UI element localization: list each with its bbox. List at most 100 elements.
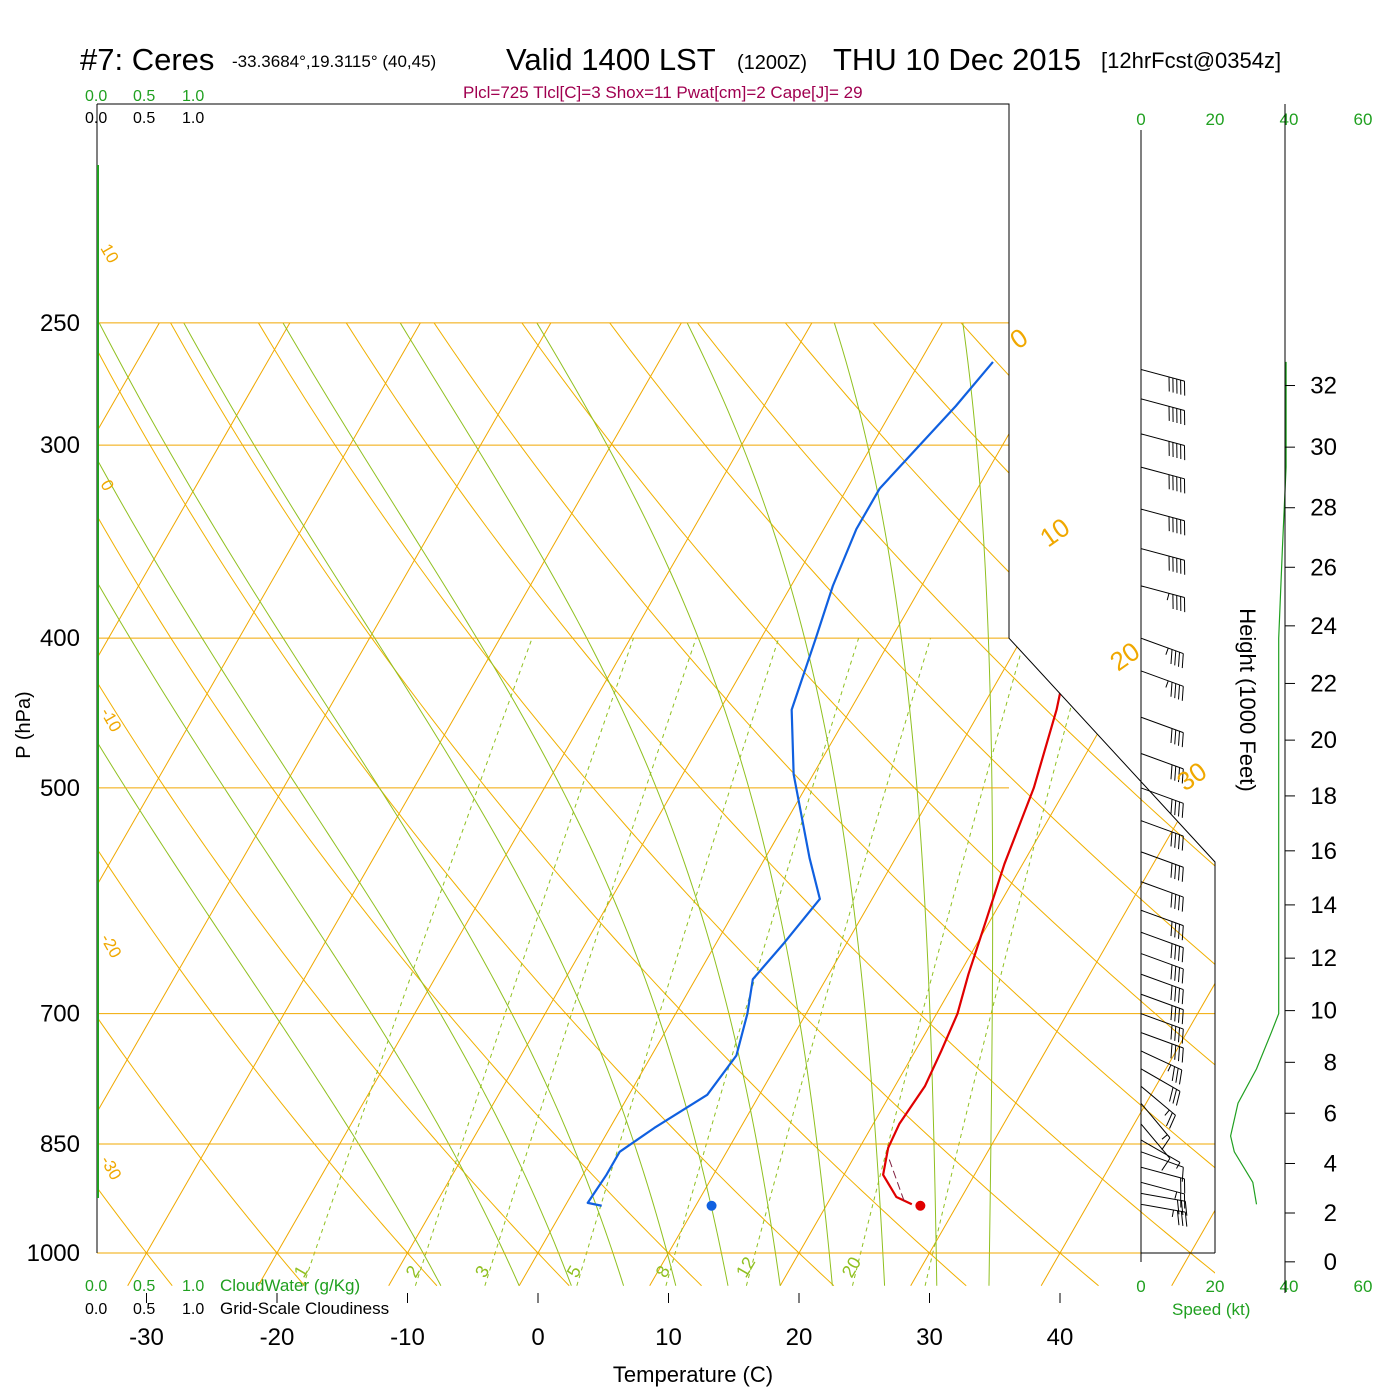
mixing-ratio-line [414,638,634,1286]
mixing-ratio-line [851,638,1026,1286]
title-coords: -33.3684°,19.3115° (40,45) [232,52,436,71]
height-tick-label: 2 [1324,1200,1337,1227]
stability-indices: Plcl=725 Tlcl[C]=3 Shox=11 Pwat[cm]=2 Ca… [463,83,863,102]
wind-barb-flag [1161,1137,1171,1151]
pressure-tick-label: 300 [40,432,80,459]
wind-barb-flag [1177,652,1181,667]
isotherm-line [518,322,1074,1286]
pressure-tick-label: 700 [40,1001,80,1028]
cloudiness-tick-bottom: 1.0 [182,1301,204,1318]
wind-barb-flag [1174,683,1177,699]
wind-barb-flag [1176,1210,1180,1226]
wind-barb-flag [1181,653,1184,669]
axes: 100-10-20-300102030250300400500700850100… [27,88,1337,1351]
parcel-trace [888,1159,906,1205]
wind-barb [1140,953,1184,984]
mixing-ratio-line [576,638,780,1286]
mixing-ratio-line [665,638,860,1286]
height-tick-label: 18 [1310,783,1337,810]
wind-barb [1140,851,1184,882]
wind-barb-half [1161,1134,1168,1140]
dry-adiabat-line [433,322,1215,1287]
speed-tick-bottom: 20 [1206,1277,1225,1296]
wind-barb-flag [1170,831,1173,847]
wind-barb-flag [1177,1046,1181,1062]
moist-adiabat-line [97,322,442,1286]
cloudwater-label: CloudWater (g/Kg) [220,1276,360,1295]
wind-barb [1140,1032,1184,1063]
wind-barb-flag [1177,1008,1181,1023]
wind-barb-flag [1174,986,1177,1002]
plot-frame [97,103,1216,1253]
isotherm-line [257,322,813,1286]
wind-barb-flag [1180,1200,1184,1216]
wind-barb-staff [1140,851,1184,868]
wind-barb-flag [1161,1158,1171,1171]
wind-barb-flag [1174,729,1177,745]
wind-barb-flag [1177,924,1181,939]
wind-barb-flag [1169,1115,1176,1129]
cloudiness-tick-top: 0.0 [85,110,107,127]
temp-tick-label: 0 [531,1324,544,1351]
wind-barb [1140,931,1184,963]
wind-barb-flag [1170,964,1173,980]
moist-adiabat-line [833,322,938,1286]
wind-barb [1140,1181,1186,1209]
dry-adiabat-line [697,322,1215,1287]
wind-barb-flag [1181,925,1184,941]
temp-tick-label: -10 [390,1324,425,1351]
title-station: #7: Ceres [80,42,214,77]
wind-barb-staff [1140,368,1185,382]
wind-barb-flag [1174,1026,1177,1041]
wind-barb-flag [1181,803,1184,818]
wind-barb [1140,1050,1183,1085]
wind-barb-staff [1140,1102,1171,1139]
wind-barb-flag [1181,989,1184,1005]
title-forecast: [12hrFcst@0354z] [1101,48,1281,73]
title-date: THU 10 Dec 2015 [833,42,1081,77]
isotherm-label-right: 20 [1104,636,1145,677]
moist-adiabat-line [962,322,994,1286]
mixing-ratio-label: 3 [471,1262,493,1281]
wind-barb-staff [1140,433,1185,447]
height-tick-label: 14 [1310,892,1337,919]
surface-dewpoint-marker [706,1200,717,1211]
isotherm-label-left: -30 [97,1153,126,1184]
wind-barb-flag [1184,1212,1188,1227]
dry-adiabat-line [97,322,305,1287]
mixing-ratio-line [745,638,931,1286]
height-axis-title: Height (1000 Feet) [1235,608,1260,791]
speed-tick-top: 0 [1136,110,1145,129]
wind-barb [1140,909,1184,941]
isotherm-line [127,322,682,1286]
x-axis-title: Temperature (C) [613,1362,773,1387]
wind-barb [1140,1203,1188,1227]
wind-barb-half [1176,1162,1181,1169]
pressure-tick-label: 1000 [27,1240,80,1267]
wind-barb-staff [1140,787,1184,804]
speed-tick-top: 40 [1280,110,1299,129]
wind-barb-flag [1177,865,1181,881]
wind-barb-flag [1174,894,1177,909]
wind-barb-staff [1140,1151,1184,1168]
speed-tick-top: 20 [1206,110,1225,129]
wind-barb [1140,1102,1171,1151]
wind-barb-flag [1170,892,1173,908]
speed-tick-bottom: 60 [1354,1277,1373,1296]
wind-barb-flag [1181,732,1184,748]
height-tick-label: 8 [1324,1049,1337,1076]
wind-barb-flag [1174,833,1177,848]
wind-barb-flag [1170,1005,1173,1021]
mixing-ratio-label: 12 [732,1253,759,1280]
wind-barb-flag [1170,985,1173,1001]
wind-barb [1140,787,1184,818]
dry-adiabat-line [784,322,1215,1287]
dry-adiabat-line [521,322,1215,1287]
pressure-tick-label: 400 [40,625,80,652]
mixing-ratio-label: 2 [402,1262,424,1281]
mixing-ratio-line [484,638,697,1286]
wind-barb-flag [1181,768,1184,784]
height-tick-label: 6 [1324,1100,1337,1127]
